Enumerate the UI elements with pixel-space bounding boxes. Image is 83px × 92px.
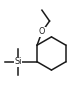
Text: O: O [39,27,45,36]
Text: Si: Si [14,57,22,66]
